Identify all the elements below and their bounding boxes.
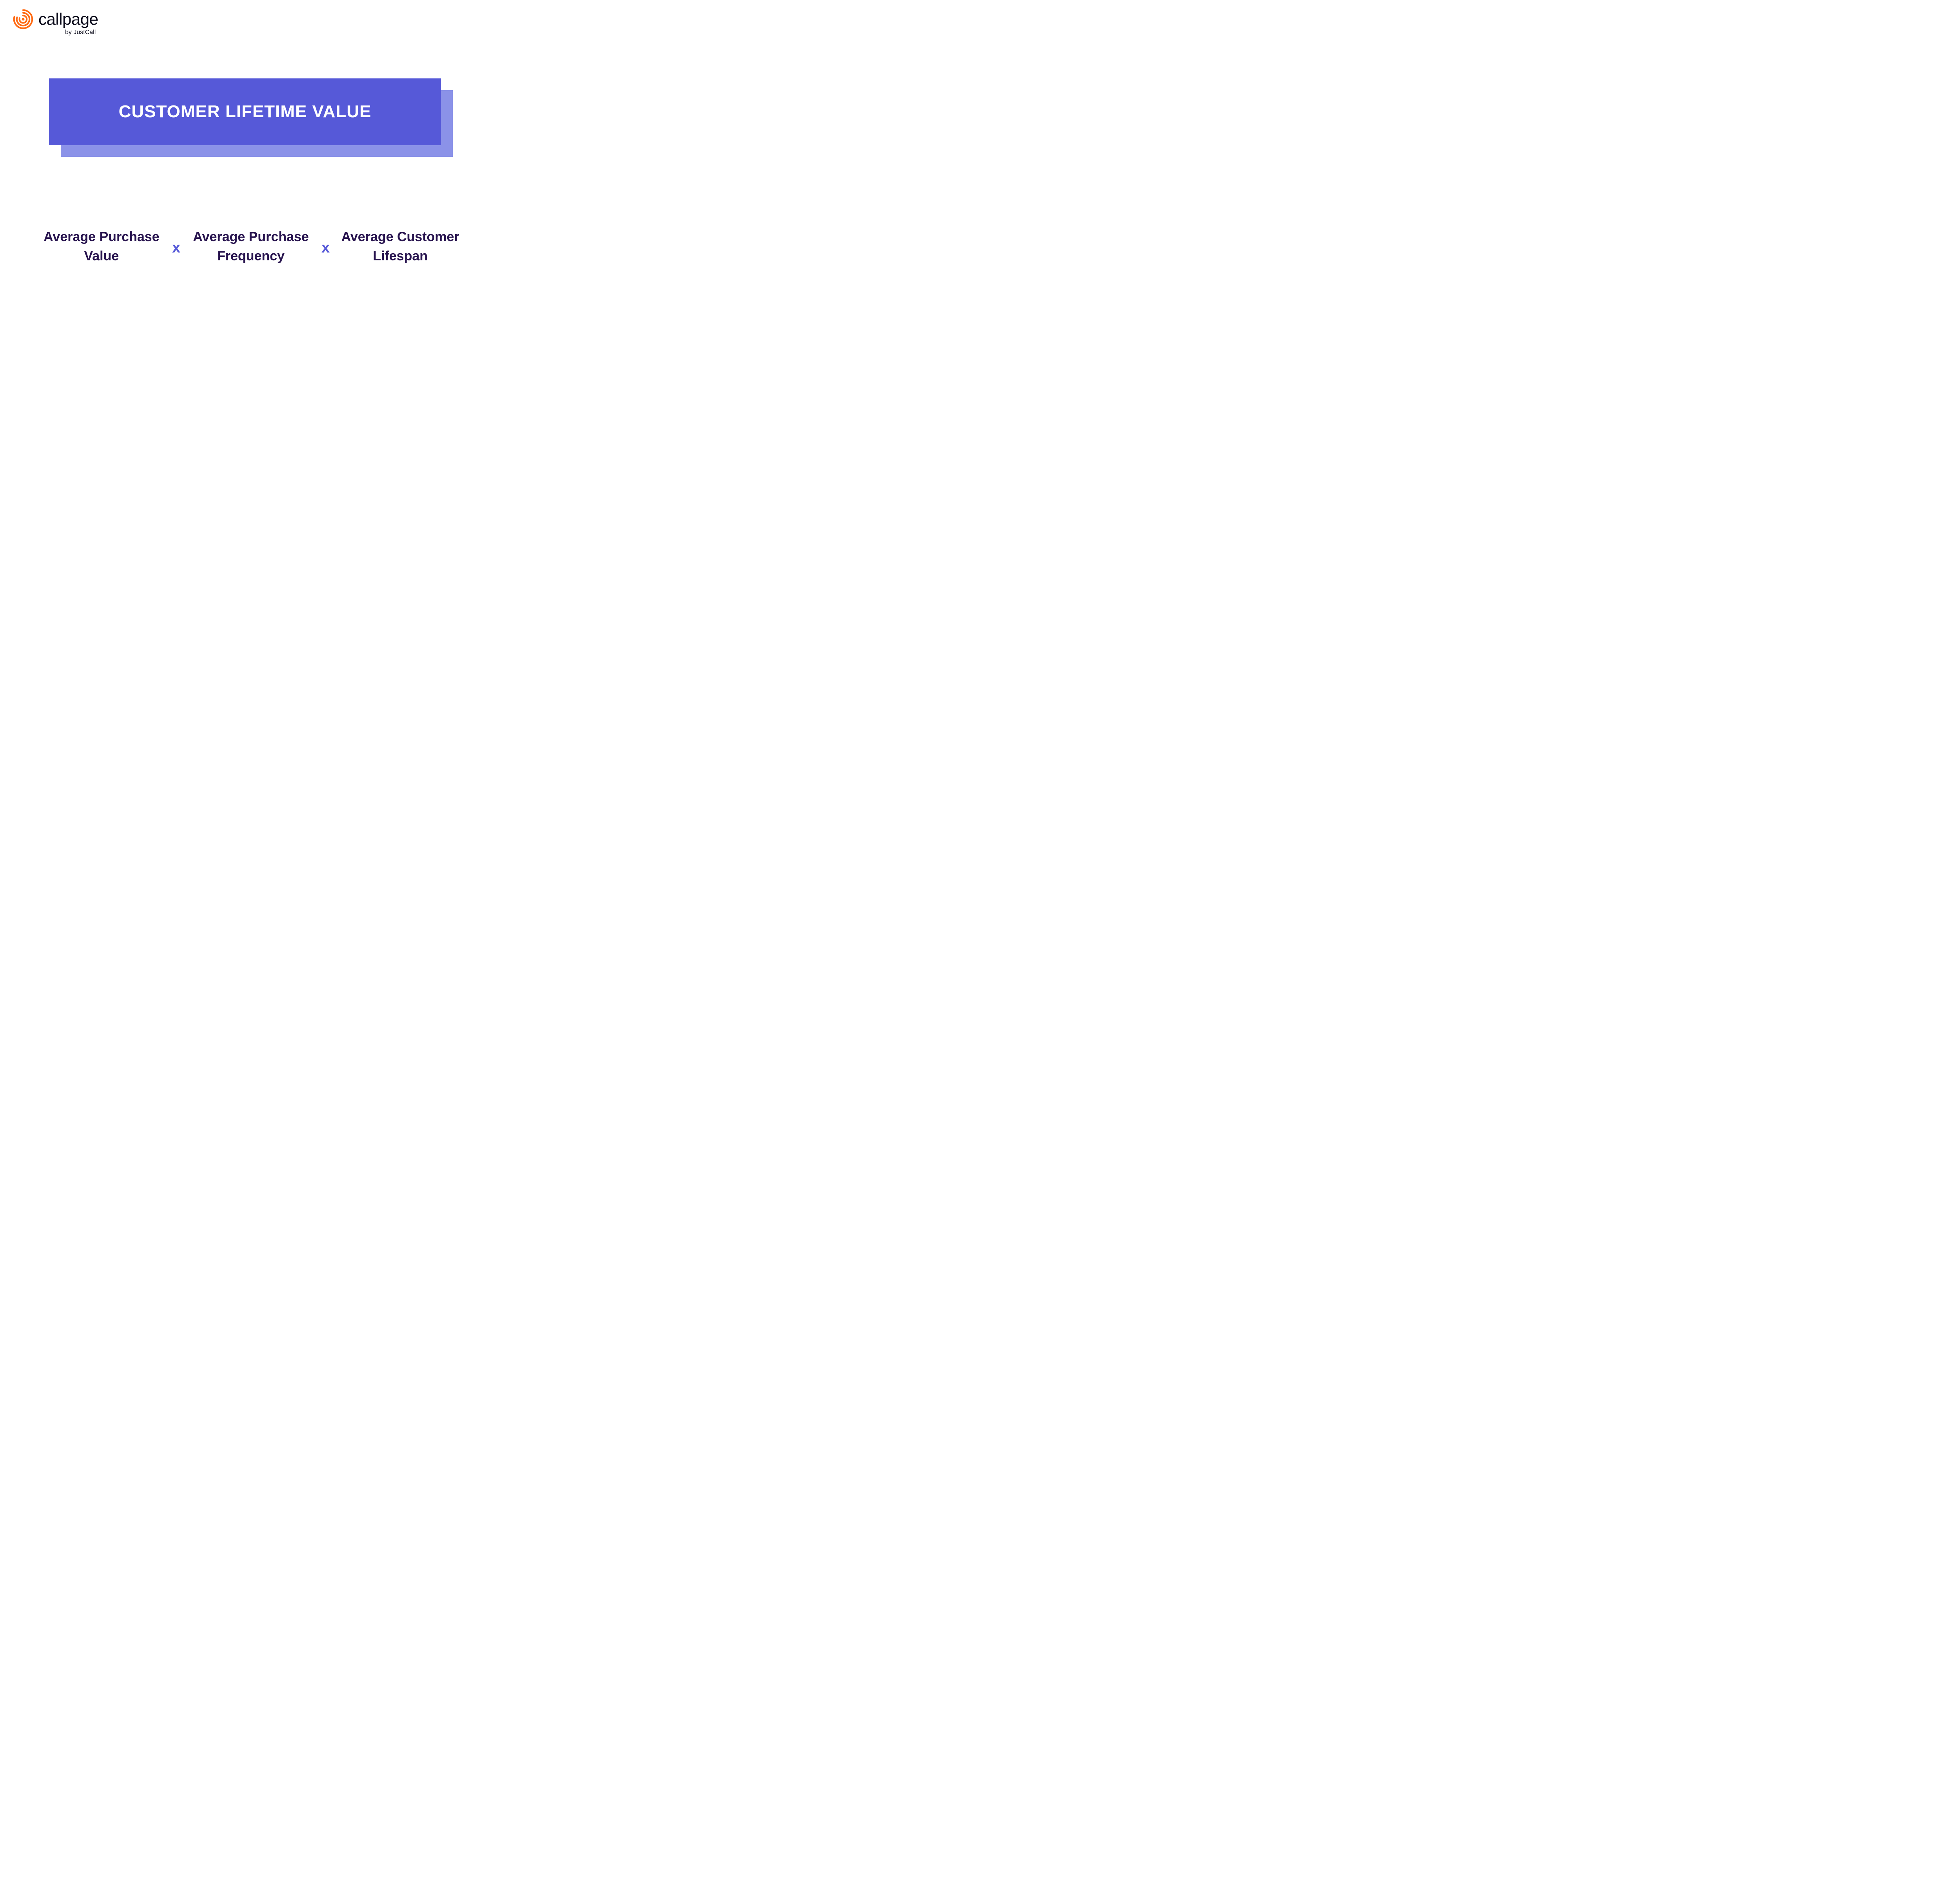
brand-logo: callpage by JustCall — [12, 8, 98, 36]
formula-term-2: Average Purchase Frequency — [188, 227, 314, 266]
multiply-symbol-2: x — [321, 240, 330, 256]
title-banner: CUSTOMER LIFETIME VALUE — [49, 78, 441, 145]
multiply-symbol-1: x — [172, 240, 180, 256]
brand-subtext: by JustCall — [65, 29, 96, 36]
brand-name: callpage — [38, 10, 98, 29]
formula-term-1: Average Purchase Value — [39, 227, 164, 266]
term3-line1: Average Customer — [338, 227, 463, 247]
banner-main: CUSTOMER LIFETIME VALUE — [49, 78, 441, 145]
logo-row: callpage — [12, 8, 98, 31]
term1-line2: Value — [39, 247, 164, 266]
term2-line2: Frequency — [188, 247, 314, 266]
term3-line2: Lifespan — [338, 247, 463, 266]
banner-title-text: CUSTOMER LIFETIME VALUE — [119, 102, 372, 122]
formula-term-3: Average Customer Lifespan — [338, 227, 463, 266]
term1-line1: Average Purchase — [39, 227, 164, 247]
callpage-spiral-icon — [12, 8, 34, 31]
term2-line1: Average Purchase — [188, 227, 314, 247]
formula-row: Average Purchase Value x Average Purchas… — [0, 227, 502, 266]
